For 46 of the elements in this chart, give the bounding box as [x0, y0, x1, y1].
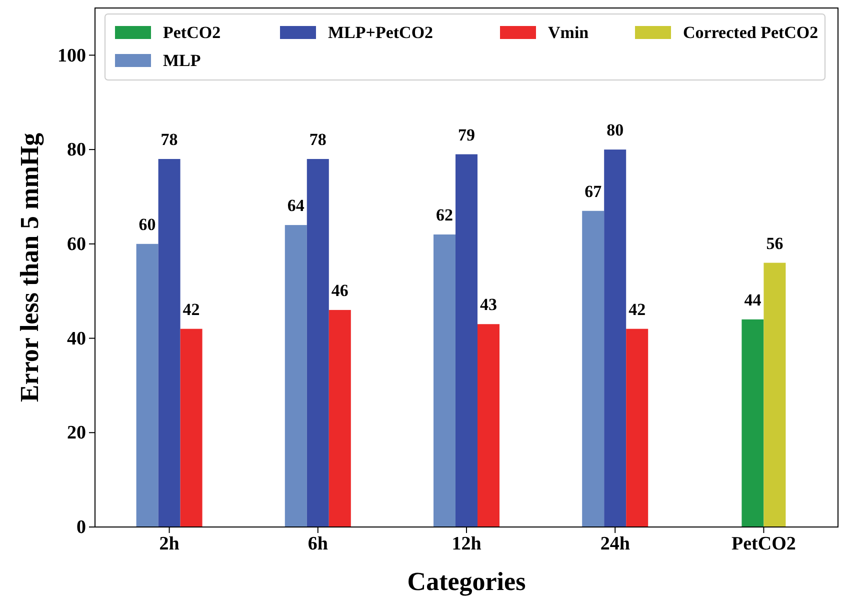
data-label: 56 — [766, 234, 784, 253]
y-axis-title: Error less than 5 mmHg — [15, 132, 44, 402]
data-label: 43 — [480, 295, 497, 314]
bar — [180, 328, 202, 527]
y-tick-label: 40 — [67, 328, 86, 350]
legend-label: MLP — [163, 51, 201, 70]
y-tick-label: 80 — [67, 140, 86, 161]
bar — [456, 154, 478, 527]
data-label: 80 — [606, 120, 624, 140]
legend-label: PetCO2 — [163, 23, 221, 42]
legend-label: Corrected PetCO2 — [683, 23, 818, 42]
x-tick-label: 2h — [159, 533, 180, 554]
bar — [158, 158, 180, 527]
bar — [582, 210, 604, 527]
bar — [306, 158, 329, 527]
data-label: 78 — [160, 130, 178, 149]
x-tick-label: 24h — [600, 533, 630, 554]
data-label: 79 — [458, 125, 475, 144]
data-label: 42 — [628, 300, 646, 319]
data-label: 46 — [331, 280, 348, 300]
x-axis-title: Categories — [407, 567, 526, 596]
x-tick-label: PetCO2 — [732, 533, 796, 554]
legend-label: MLP+PetCO2 — [328, 23, 434, 42]
bar — [478, 324, 500, 527]
bar — [328, 310, 351, 527]
y-tick-label: 100 — [58, 45, 86, 66]
bar — [604, 150, 626, 527]
bar — [434, 234, 456, 527]
data-label: 67 — [584, 182, 602, 201]
bar — [764, 262, 786, 527]
data-label: 78 — [309, 130, 326, 149]
y-tick-label: 60 — [67, 234, 86, 255]
bar — [626, 328, 648, 527]
bar — [136, 244, 158, 527]
y-tick-label: 0 — [76, 517, 86, 538]
legend-label: Vmin — [548, 23, 590, 42]
data-label: 60 — [138, 214, 156, 234]
x-tick-label: 6h — [308, 533, 328, 554]
data-label: 42 — [182, 300, 200, 319]
data-label: 64 — [287, 196, 305, 216]
bar — [284, 225, 307, 527]
data-label: 62 — [436, 205, 453, 224]
bar — [742, 319, 764, 527]
x-tick-label: 12h — [452, 533, 482, 554]
y-tick-label: 20 — [67, 422, 86, 444]
data-label: 44 — [744, 290, 762, 310]
